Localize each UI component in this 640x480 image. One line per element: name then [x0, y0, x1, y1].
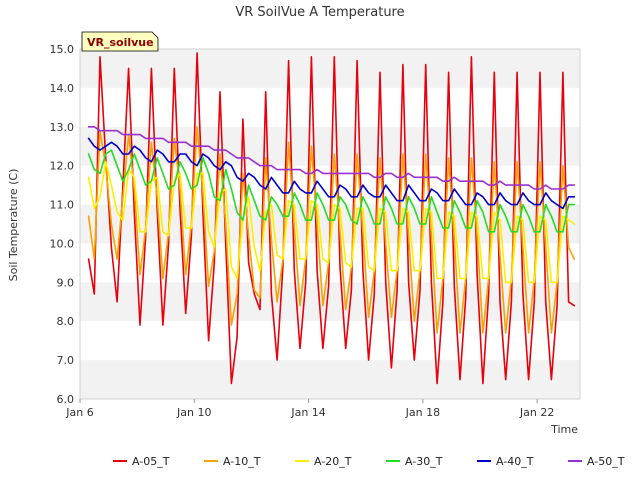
legend-label: A-40_T	[496, 455, 534, 468]
y-tick-label: 6.0	[57, 393, 75, 406]
grid-band	[80, 321, 580, 361]
x-tick-label: Jan 6	[65, 406, 93, 419]
y-tick-label: 13.0	[50, 121, 75, 134]
legend-label: A-20_T	[314, 455, 352, 468]
legend-label: A-05_T	[132, 455, 170, 468]
y-tick-label: 14.0	[50, 82, 75, 95]
x-tick-label: Jan 14	[290, 406, 325, 419]
legend-label: A-50_T	[587, 455, 625, 468]
legend-label: A-10_T	[223, 455, 261, 468]
y-tick-label: 10.0	[50, 237, 75, 250]
series-line-a-20-t	[87, 161, 576, 284]
site-label-box: VR_soilvue	[81, 31, 159, 52]
y-tick-label: 9.0	[57, 276, 75, 289]
series-line-a-40-t	[87, 137, 576, 210]
x-tick-label: Jan 18	[405, 406, 440, 419]
series-line-a-10-t	[87, 126, 576, 334]
y-axis-ticks: 6.0 7.0 8.0 9.0 10.0 11.0 12.0 13.0 14.0 15.0	[50, 43, 75, 406]
series-line-a-50-t	[87, 126, 576, 190]
series-line-a-30-t	[87, 149, 576, 233]
y-axis-label: Soil Temperature (C)	[7, 169, 20, 282]
y-tick-label: 7.0	[57, 354, 75, 367]
legend: A-05_T A-10_T A-20_T A-30_T A-40_T A-50_T	[113, 455, 625, 468]
site-label: VR_soilvue	[87, 36, 154, 49]
x-tick-label: Jan 10	[176, 406, 211, 419]
grid-band	[80, 49, 580, 88]
y-tick-label: 12.0	[50, 160, 75, 173]
plot-frame	[79, 48, 581, 400]
x-axis-label: Time	[550, 423, 578, 436]
legend-label: A-30_T	[405, 455, 443, 468]
grid-band	[80, 360, 580, 399]
plot-border	[79, 48, 581, 400]
y-tick-label: 11.0	[50, 199, 75, 212]
grid-band	[80, 87, 580, 127]
x-axis-ticks: Jan 6 Jan 10 Jan 14 Jan 18 Jan 22	[65, 399, 554, 419]
chart-title: VR SoilVue A Temperature	[235, 5, 404, 20]
y-tick-label: 15.0	[50, 43, 75, 56]
y-tick-label: 8.0	[57, 315, 75, 328]
series-lines	[87, 52, 576, 385]
x-tick-label: Jan 22	[519, 406, 554, 419]
